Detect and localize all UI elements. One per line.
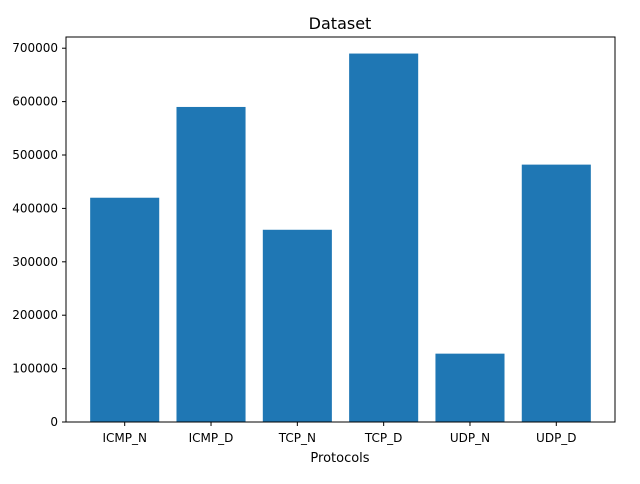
- y-tick-label: 300000: [12, 255, 58, 269]
- x-tick-label: UDP_D: [536, 431, 577, 445]
- bar-icmp-d: [176, 106, 246, 422]
- x-axis-label: Protocols: [310, 451, 369, 466]
- axes-layer: 0 100000 200000 300000 400000 500000 600000 700…: [12, 36, 616, 445]
- y-tick-label: 200000: [12, 308, 58, 322]
- y-tick-label: 400000: [12, 201, 58, 215]
- y-tick-label: 600000: [12, 95, 58, 109]
- plot-frame: [65, 36, 616, 423]
- chart-title: Dataset: [309, 14, 372, 33]
- bar-tcp-n: [262, 229, 332, 422]
- x-tick-label: TCP_N: [278, 431, 316, 445]
- y-tick-label: 100000: [12, 362, 58, 376]
- y-tick-label: 700000: [12, 41, 58, 55]
- bar-udp-n: [435, 353, 505, 422]
- bar-udp-d: [521, 164, 591, 422]
- x-tick-label: UDP_N: [450, 431, 490, 445]
- bar-icmp-n: [90, 197, 160, 422]
- y-tick-label: 0: [50, 415, 58, 429]
- x-tick-label: ICMP_N: [102, 431, 146, 445]
- x-tick-label: ICMP_D: [189, 431, 234, 445]
- y-tick-label: 500000: [12, 148, 58, 162]
- bar-tcp-d: [349, 53, 419, 423]
- bars-layer: [90, 53, 591, 423]
- x-tick-label: TCP_D: [364, 431, 402, 445]
